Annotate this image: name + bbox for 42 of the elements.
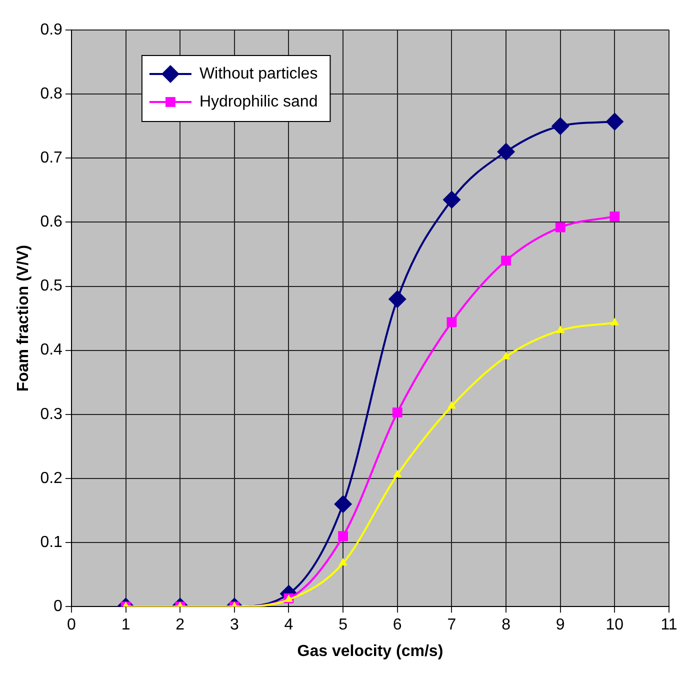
x-tick-label: 8 <box>502 616 511 634</box>
point <box>447 401 456 409</box>
point <box>442 190 461 209</box>
y-tick-label: 0.1 <box>40 534 63 551</box>
point <box>501 256 511 266</box>
point <box>338 558 348 566</box>
y-tick-label: 0.7 <box>40 150 63 167</box>
point <box>556 325 565 333</box>
x-tick-label: 3 <box>230 616 239 634</box>
y-tick-label: 0.4 <box>40 342 63 359</box>
y-tick-label: 0.6 <box>40 214 63 231</box>
y-axis-title: Foam fraction (V/V) <box>15 244 32 392</box>
x-tick-label: 5 <box>338 616 348 634</box>
point <box>497 142 516 161</box>
point <box>610 211 620 222</box>
y-tick-label: 0.3 <box>40 406 63 423</box>
point <box>606 112 624 131</box>
x-tick-label: 1 <box>121 616 130 634</box>
x-tick-label: 10 <box>606 616 624 634</box>
point <box>502 352 510 360</box>
y-tick-label: 0.5 <box>40 278 63 295</box>
point <box>388 290 406 308</box>
point <box>446 317 457 328</box>
x-tick-label: 6 <box>392 616 402 634</box>
x-tick-label: 11 <box>660 616 678 634</box>
x-tick-label: 0 <box>66 616 76 634</box>
point <box>555 222 566 232</box>
x-tick-label: 2 <box>176 616 185 634</box>
point <box>610 318 620 326</box>
y-tick-label: 0.8 <box>40 85 63 102</box>
point <box>551 117 570 136</box>
point <box>393 470 402 478</box>
legend-label: Without particles <box>199 65 318 82</box>
y-tick-label: 0 <box>54 598 63 616</box>
point <box>392 408 402 418</box>
legend-label: Hydrophilic sand <box>199 93 318 110</box>
x-tick-label: 7 <box>447 616 456 634</box>
y-tick-label: 0.2 <box>40 470 63 487</box>
y-tick-label: 0.9 <box>40 21 63 38</box>
x-axis-title: Gas velocity (cm/s) <box>297 642 444 660</box>
x-tick-label: 4 <box>284 616 294 634</box>
x-tick-label: 9 <box>556 616 565 634</box>
